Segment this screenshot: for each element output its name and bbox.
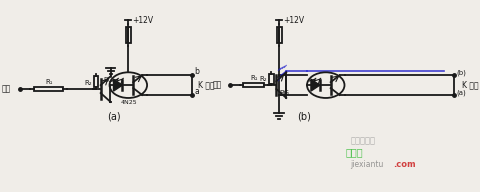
Polygon shape [113,79,122,91]
Text: 4N25: 4N25 [120,100,137,105]
Bar [277,26,282,43]
Text: (b): (b) [456,69,466,76]
Text: 电子发烧友: 电子发烧友 [350,136,375,145]
Text: BG: BG [104,77,114,83]
Polygon shape [311,79,320,91]
Text: b: b [194,67,199,76]
Text: +12V: +12V [132,17,154,26]
Text: R₁: R₁ [251,75,258,81]
Text: (a): (a) [456,89,466,96]
Text: K 常开: K 常开 [198,81,215,90]
Text: +12V: +12V [283,17,304,26]
Bar [34,87,62,91]
Bar [94,76,98,87]
Text: (a): (a) [107,112,120,122]
Bar [243,83,264,87]
Text: 输入: 输入 [212,81,221,90]
Text: BG: BG [279,90,289,96]
Bar [269,74,274,84]
Text: R₂: R₂ [260,76,267,82]
Text: .com: .com [393,160,416,169]
Text: a: a [194,87,199,96]
Text: R₂: R₂ [84,80,92,86]
Text: K 常闭: K 常闭 [462,81,479,90]
Text: (b): (b) [297,112,311,122]
Text: 接线图: 接线图 [346,147,363,157]
Text: 输入: 输入 [2,85,11,94]
Text: jiexiantu: jiexiantu [350,160,384,169]
Bar [126,26,131,43]
Text: R₁: R₁ [46,79,53,85]
